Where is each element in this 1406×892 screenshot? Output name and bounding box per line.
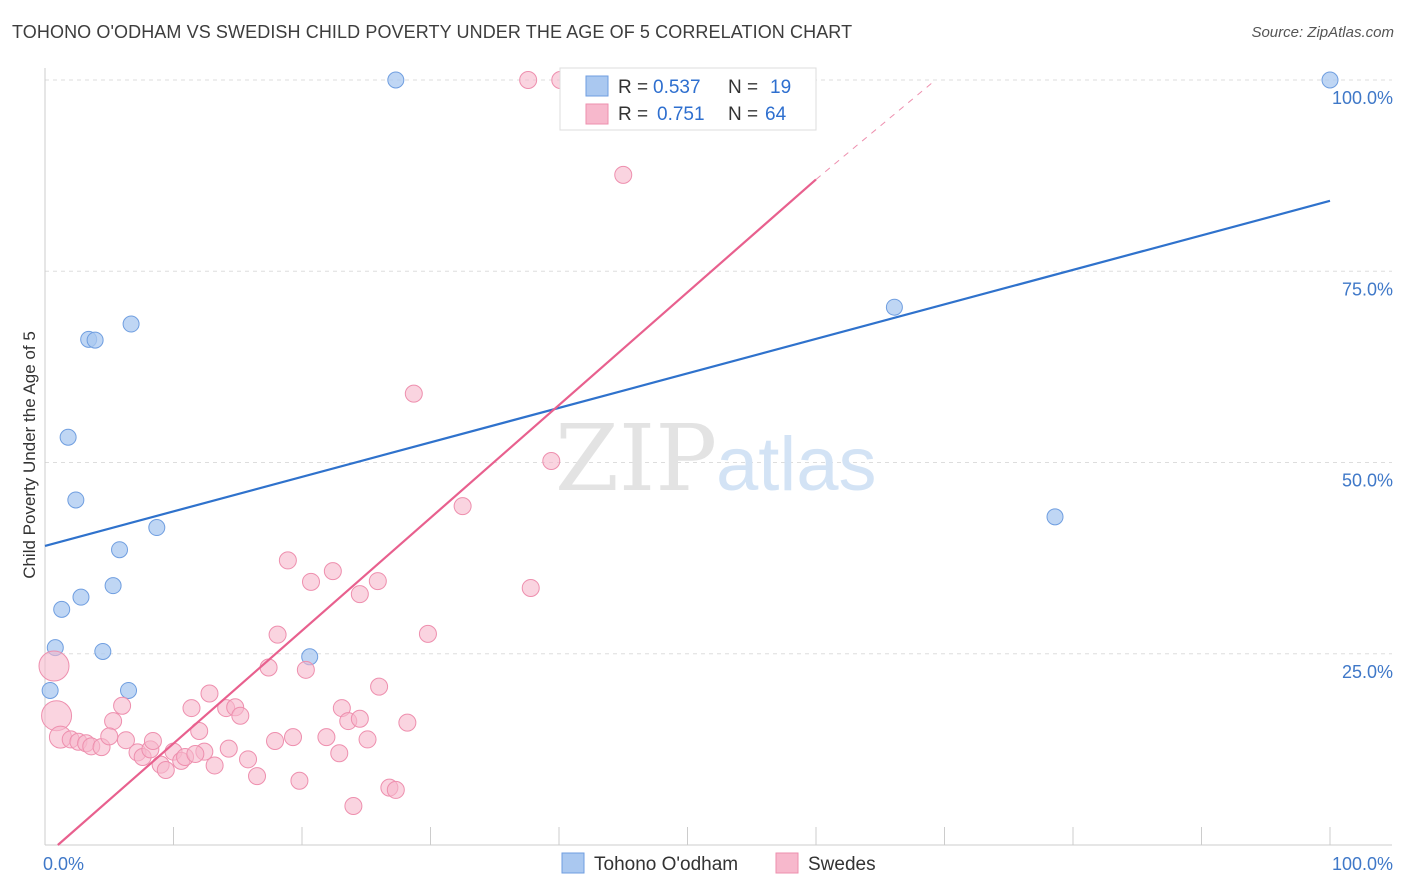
tohono-point-1 <box>1321 71 1339 89</box>
bottom-legend-swatch-blue <box>561 852 585 874</box>
y-tick-label-1: 50.0% <box>1342 471 1393 491</box>
watermark-zip: ZIP <box>555 405 717 512</box>
tohono-point-18 <box>1046 508 1064 526</box>
swedes-point-51 <box>219 739 238 758</box>
x-tick-label-0: 0.0% <box>43 854 84 874</box>
swedes-point-6 <box>453 497 472 516</box>
grid <box>45 79 1392 655</box>
legend-r-value-1: 0.537 <box>653 77 701 98</box>
swedes-point-19 <box>182 699 201 718</box>
swedes-point-61 <box>386 780 405 799</box>
trend-lines <box>44 79 1331 846</box>
y-tick-label-3: 100.0% <box>1332 88 1393 108</box>
tohono-point-0 <box>387 71 405 89</box>
legend-swatch-pink <box>585 103 609 125</box>
swedes-point-8 <box>278 551 297 570</box>
swedes-point-50 <box>205 756 224 775</box>
swedes-point-16 <box>259 658 278 677</box>
x-tick-label-1: 100.0% <box>1332 854 1393 874</box>
swedes-trend-extension <box>815 79 936 180</box>
chart-source: Source: ZipAtlas.com <box>1251 24 1394 41</box>
legend-n-label-1: N = <box>728 77 758 98</box>
swedes-point-52 <box>239 750 258 769</box>
tohono-point-2 <box>885 298 903 316</box>
tohono-point-16 <box>41 681 59 699</box>
swedes-point-59 <box>344 796 363 815</box>
swedes-point-43 <box>143 731 162 750</box>
tohono-point-12 <box>53 600 71 618</box>
swedes-point-30 <box>38 650 70 682</box>
swedes-point-57 <box>317 728 336 747</box>
swedes-point-7 <box>521 578 540 597</box>
watermark: ZIP atlas <box>555 405 877 512</box>
bottom-legend-label-blue: Tohono O'odham <box>594 854 738 875</box>
swedes-trend-line <box>57 178 817 846</box>
y-tick-label-0: 25.0% <box>1342 662 1393 682</box>
swedes-point-11 <box>368 572 387 591</box>
swedes-point-5 <box>542 451 561 470</box>
legend-n-value-2: 64 <box>765 104 787 125</box>
legend: R = 0.537 N = 19 R = 0.751 N = 64 <box>559 67 817 131</box>
swedes-point-56 <box>290 771 309 790</box>
swedes-point-18 <box>200 684 219 703</box>
swedes-point-12 <box>350 585 369 604</box>
y-tick-labels: 25.0% 50.0% 75.0% 100.0% <box>1332 88 1393 682</box>
tohono-point-9 <box>111 541 129 559</box>
swedes-point-3 <box>614 165 633 184</box>
legend-swatch-blue <box>585 75 609 97</box>
swedes-point-4 <box>404 384 423 403</box>
tohono-point-4 <box>86 331 104 349</box>
tohono-trend-line <box>44 199 1331 547</box>
swedes-point-54 <box>266 731 285 750</box>
swedes-point-38 <box>116 731 135 750</box>
series-swedes-points <box>38 71 741 815</box>
legend-n-value-1: 19 <box>770 77 791 98</box>
legend-r-value-2: 0.751 <box>657 104 705 125</box>
legend-r-label-1: R = <box>618 77 648 98</box>
swedes-point-53 <box>248 767 267 786</box>
legend-r-label-2: R = <box>618 104 648 125</box>
y-axis-label: Child Poverty Under the Age of 5 <box>20 331 39 579</box>
bottom-legend-swatch-pink <box>775 852 799 874</box>
swedes-point-13 <box>418 624 437 643</box>
swedes-point-14 <box>268 625 287 644</box>
swedes-point-17 <box>370 677 389 696</box>
swedes-point-29 <box>190 722 209 741</box>
tohono-point-5 <box>122 315 140 333</box>
tohono-point-17 <box>120 681 138 699</box>
tohono-point-10 <box>104 577 122 595</box>
swedes-point-28 <box>104 712 123 731</box>
swedes-point-0 <box>519 71 538 89</box>
tohono-point-11 <box>72 588 90 606</box>
swedes-point-45 <box>156 761 175 780</box>
series-tohono-points <box>41 71 1339 699</box>
tohono-point-14 <box>94 642 112 660</box>
swedes-point-58 <box>330 744 349 763</box>
bottom-legend-label-pink: Swedes <box>808 854 876 875</box>
watermark-atlas: atlas <box>716 422 877 507</box>
swedes-point-39 <box>100 727 119 746</box>
bottom-legend: Tohono O'odham Swedes <box>561 852 876 875</box>
tohono-point-8 <box>148 519 166 537</box>
tohono-point-6 <box>59 428 77 446</box>
swedes-point-31 <box>41 700 73 732</box>
y-tick-label-2: 75.0% <box>1342 279 1393 299</box>
swedes-point-25 <box>350 709 369 728</box>
swedes-point-15 <box>296 660 315 679</box>
swedes-point-63 <box>186 744 205 763</box>
swedes-point-55 <box>284 728 303 747</box>
swedes-point-10 <box>301 572 320 591</box>
swedes-point-9 <box>323 562 342 581</box>
swedes-point-27 <box>113 696 132 715</box>
chart-title: TOHONO O'ODHAM VS SWEDISH CHILD POVERTY … <box>12 22 853 42</box>
swedes-point-26 <box>398 713 417 732</box>
swedes-point-22 <box>231 706 250 725</box>
x-tick-labels: 0.0% 100.0% <box>43 854 1393 874</box>
swedes-point-62 <box>358 730 377 749</box>
legend-n-label-2: N = <box>728 104 758 125</box>
tohono-point-7 <box>67 491 85 509</box>
